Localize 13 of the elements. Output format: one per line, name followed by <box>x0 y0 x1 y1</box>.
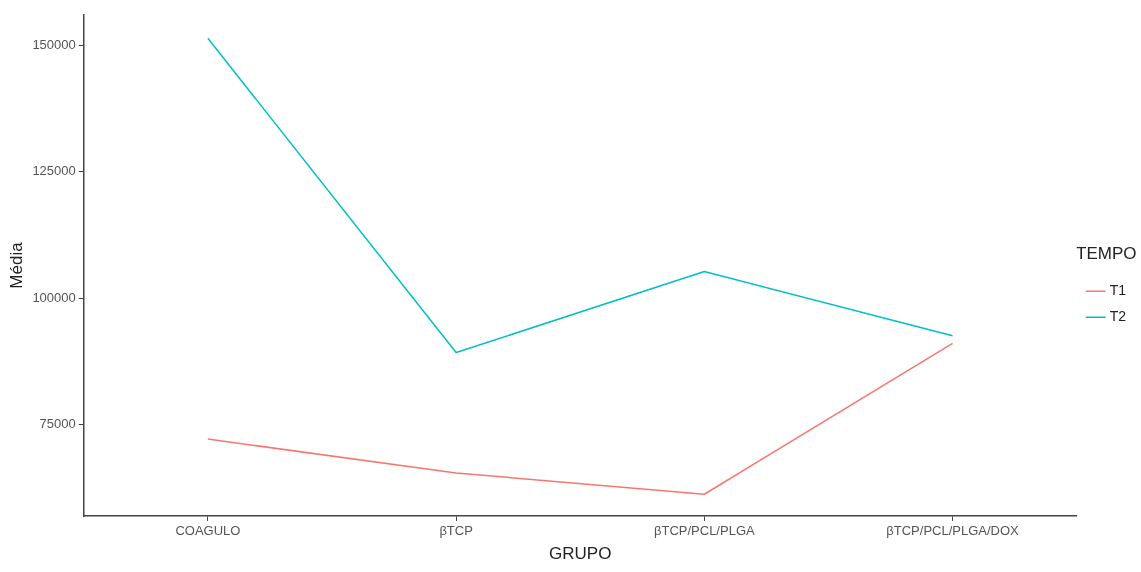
x-tick-label: βTCP <box>439 523 473 539</box>
y-tick-label: 125000 <box>32 163 76 179</box>
y-tick-label: 150000 <box>32 36 76 52</box>
y-tick-label: 100000 <box>32 289 76 305</box>
legend-title: TEMPO <box>1076 243 1137 263</box>
y-tick-label: 75000 <box>39 416 76 432</box>
legend-label: T1 <box>1109 282 1127 299</box>
x-axis-title: GRUPO <box>549 544 612 564</box>
x-tick-label: COAGULO <box>175 523 241 539</box>
x-tick-label: βTCP/PCL/PLGA/DOX <box>886 523 1020 539</box>
y-axis-title: Média <box>6 241 26 289</box>
x-tick-label: βTCP/PCL/PLGA <box>653 523 755 539</box>
legend-label: T2 <box>1109 308 1127 325</box>
